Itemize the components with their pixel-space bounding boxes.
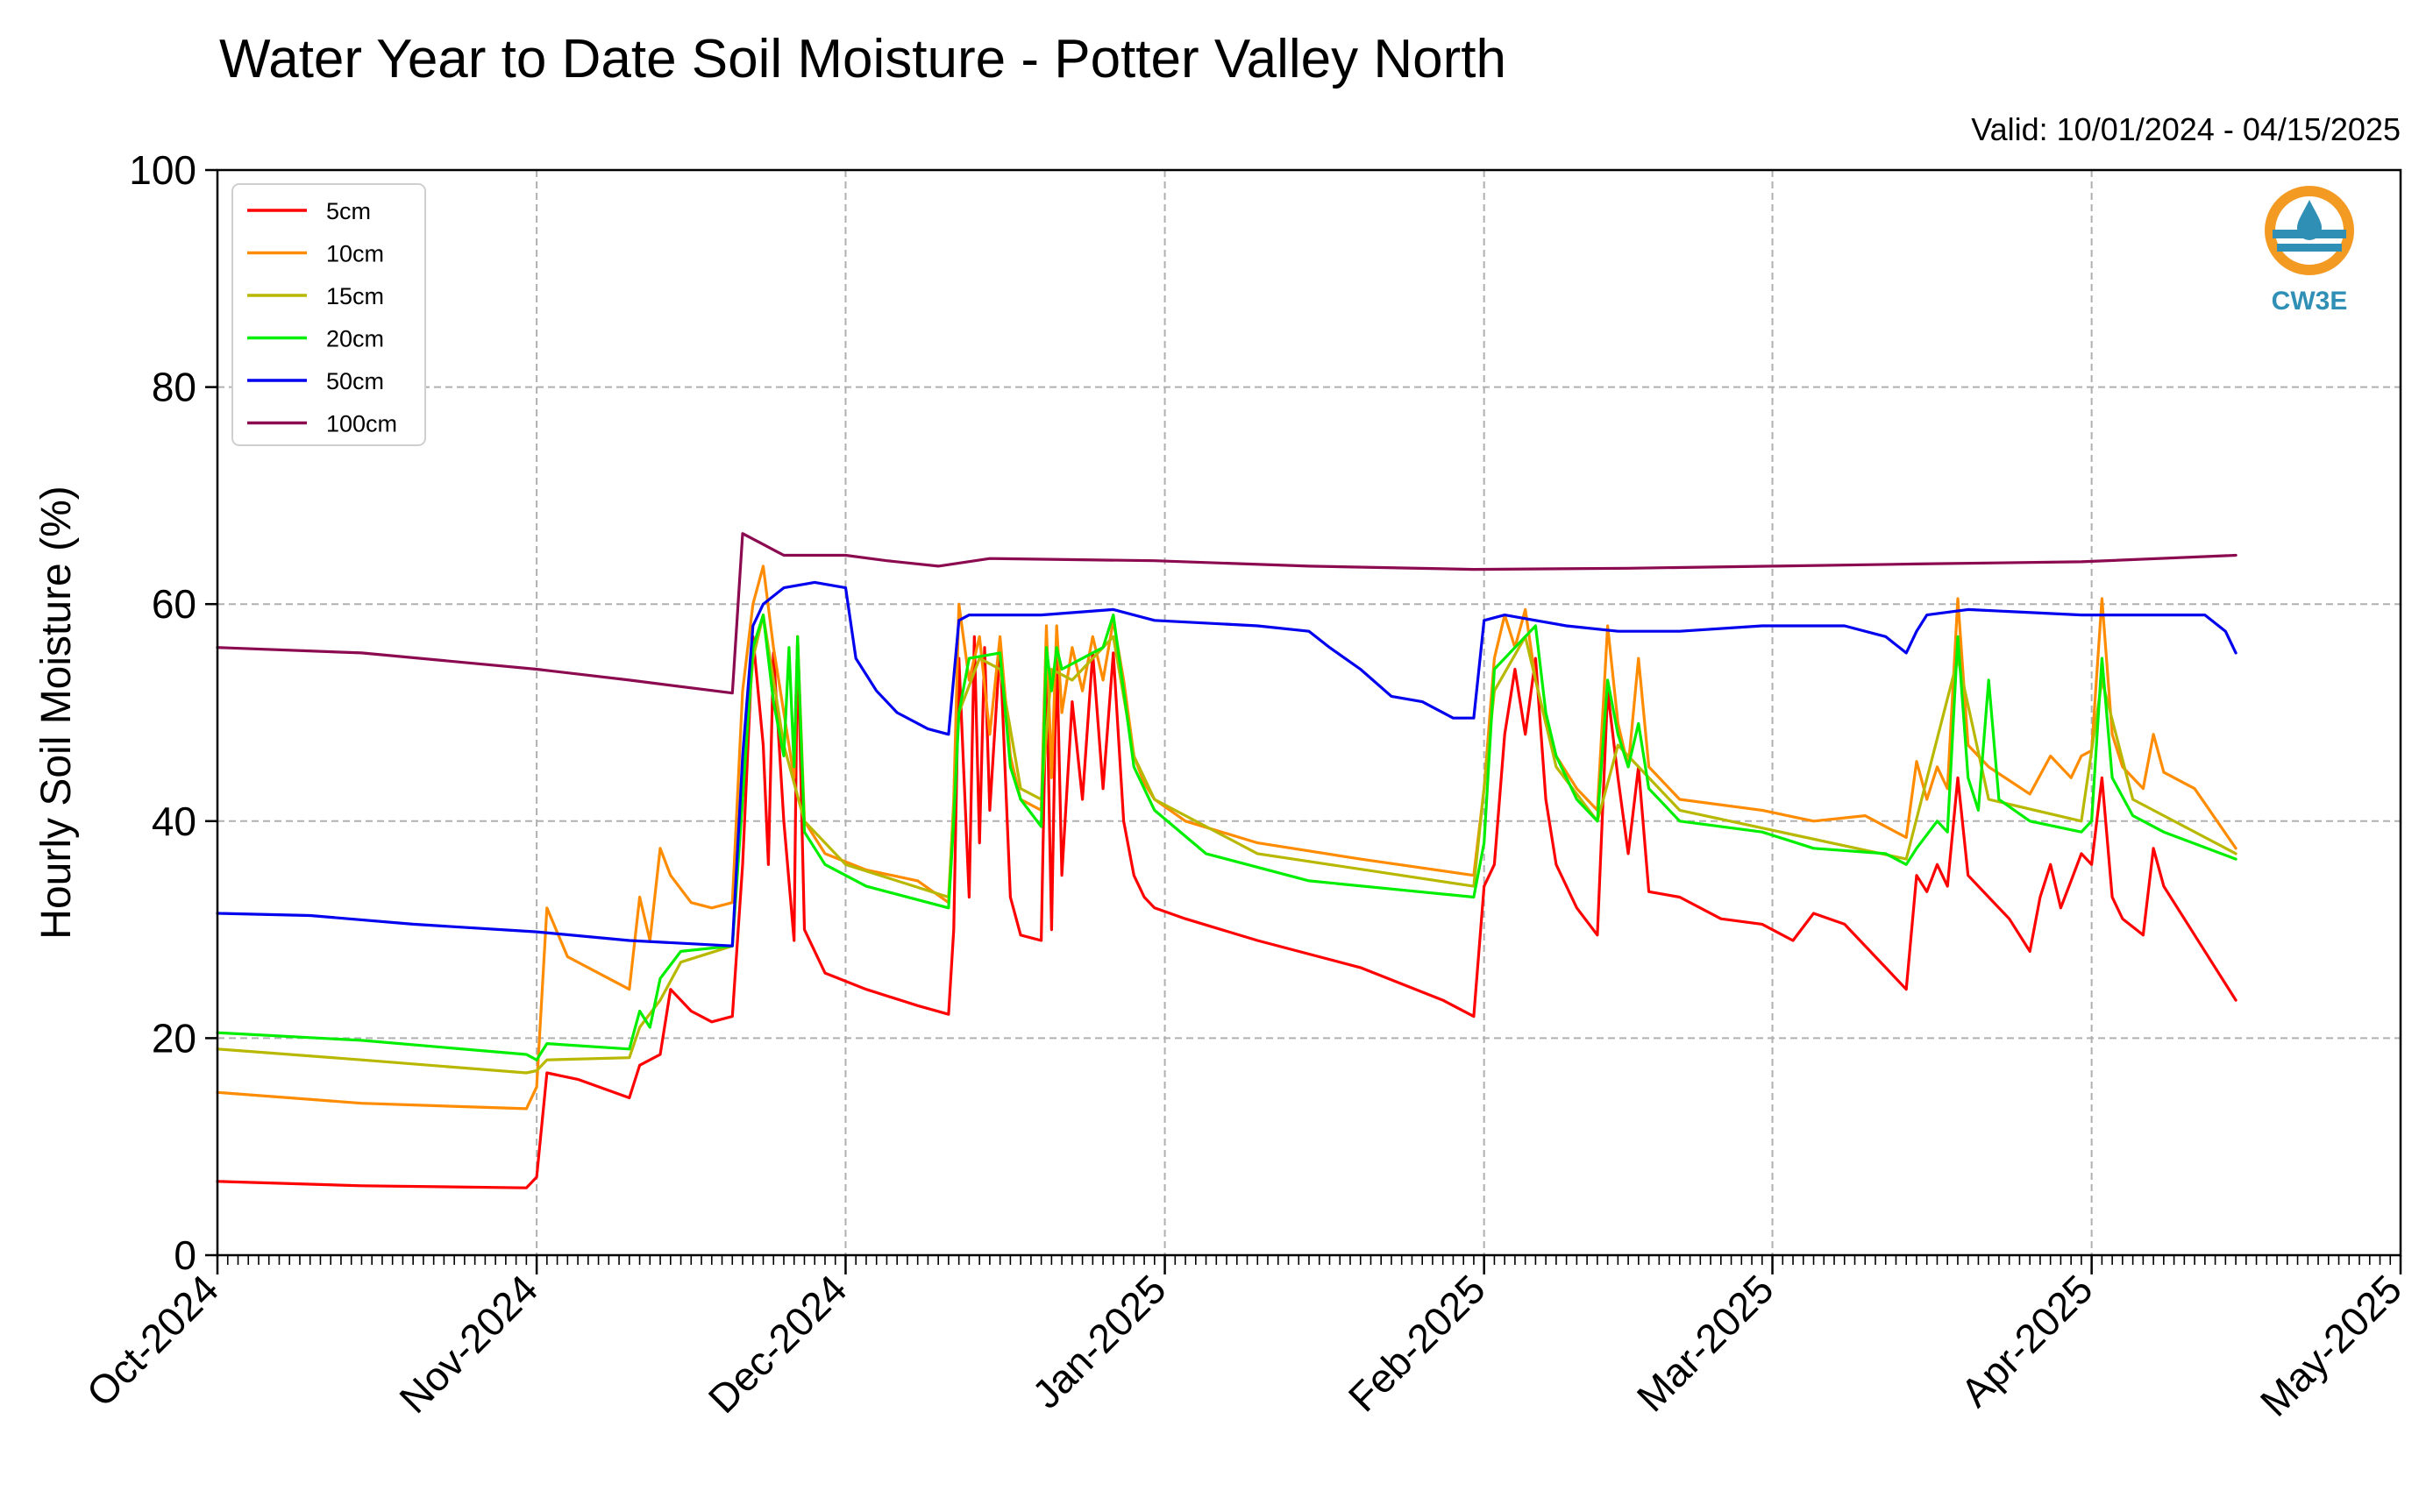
x-tick-label: Nov-2024: [390, 1266, 546, 1422]
legend-label: 15cm: [326, 283, 384, 309]
x-tick-label: Dec-2024: [700, 1266, 856, 1422]
legend-label: 20cm: [326, 326, 384, 352]
y-tick-label: 40: [152, 799, 196, 844]
x-tick-label: Feb-2025: [1340, 1266, 1494, 1420]
x-tick-label: Mar-2025: [1628, 1266, 1782, 1420]
y-tick-label: 0: [174, 1232, 196, 1278]
y-axis-ticks: 0 20 40 60 80 100: [129, 147, 217, 1278]
series-line-15cm: [216, 614, 2237, 1075]
series-line-20cm: [216, 614, 2237, 1061]
x-tick-label: Apr-2025: [1952, 1266, 2102, 1416]
y-tick-label: 80: [152, 365, 196, 410]
legend-label: 5cm: [326, 198, 371, 224]
legend-label: 50cm: [326, 368, 384, 394]
x-tick-label: Oct-2024: [78, 1266, 228, 1416]
x-tick-label: May-2025: [2252, 1266, 2410, 1424]
legend-label: 10cm: [326, 241, 384, 267]
chart-title: Water Year to Date Soil Moisture - Potte…: [219, 29, 1506, 89]
series-line-100cm: [216, 532, 2237, 695]
logo-wave-icon-2: [2277, 244, 2342, 252]
y-tick-label: 60: [152, 581, 196, 627]
x-axis-ticks: Oct-2024 Nov-2024 Dec-2024 Jan-2025 Feb-2025…: [78, 1255, 2410, 1425]
valid-date-range: Valid: 10/01/2024 - 04/15/2025: [1971, 111, 2401, 147]
y-tick-label: 20: [152, 1015, 196, 1061]
y-axis-label: Hourly Soil Moisture (%): [33, 486, 80, 939]
series-lines: [216, 532, 2237, 1189]
legend: 5cm 10cm 15cm 20cm 50cm 100cm: [231, 183, 426, 446]
series-line-5cm: [216, 635, 2237, 1189]
logo-ring-icon: [2265, 186, 2354, 275]
y-tick-label: 100: [129, 147, 196, 193]
logo-drop-icon: [2297, 200, 2322, 240]
series-line-50cm: [216, 580, 2237, 948]
legend-label: 100cm: [326, 411, 397, 437]
x-tick-label: Jan-2025: [1023, 1266, 1174, 1416]
logo-text: CW3E: [2272, 287, 2348, 316]
grid: [217, 170, 2401, 1255]
cw3e-logo: CW3E: [2265, 186, 2354, 316]
